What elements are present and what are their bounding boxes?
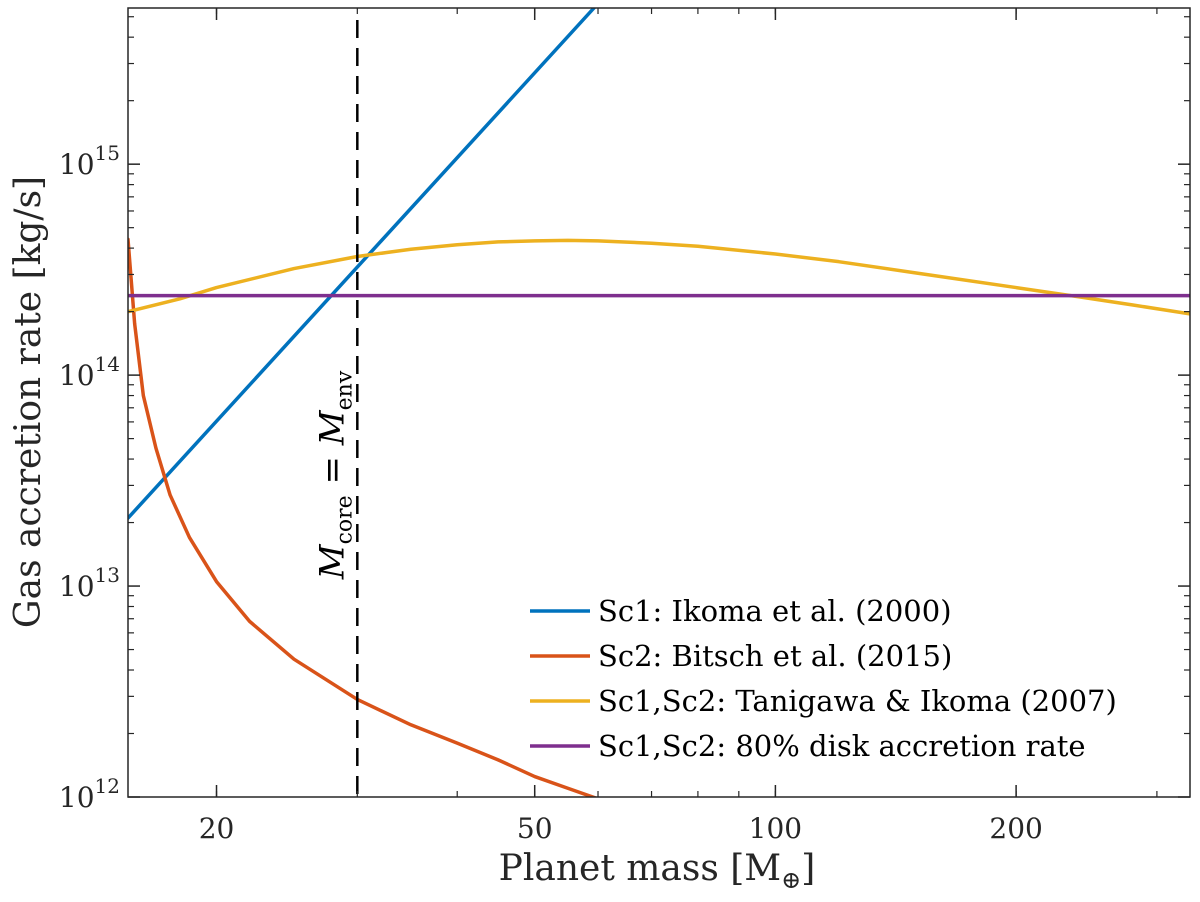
y-axis-label: Gas accretion rate [kg/s] [8, 176, 49, 628]
x-tick-label: 100 [749, 812, 802, 845]
legend-entry-1: Sc1: Ikoma et al. (2000) [530, 594, 952, 628]
series-line-3 [128, 238, 1190, 316]
axes-frame [127, 7, 1191, 798]
vertical-reference-line: Mcore = Menv [312, 20, 359, 797]
legend-label: Sc1,Sc2: Tanigawa & Ikoma (2007) [598, 684, 1117, 718]
x-tick-label: 20 [199, 812, 235, 845]
legend-label: Sc1,Sc2: 80% disk accretion rate [598, 729, 1086, 763]
x-axis-label: Planet mass [M⊕] [499, 848, 816, 894]
legend-label: Sc1: Ikoma et al. (2000) [598, 594, 952, 628]
legend-entry-3: Sc1,Sc2: Tanigawa & Ikoma (2007) [530, 684, 1117, 718]
plot-frame [127, 7, 1191, 798]
x-tick-label: 50 [517, 812, 553, 845]
y-axis-ticks: 1012 1013 1014 1015 [59, 16, 1190, 814]
y-tick-label: 1012 [59, 774, 120, 814]
x-tick-label: 200 [989, 812, 1042, 845]
legend-entry-2: Sc2: Bitsch et al. (2015) [530, 639, 952, 673]
legend-entry-4: Sc1,Sc2: 80% disk accretion rate [530, 729, 1086, 763]
series-layer [128, 8, 1190, 797]
x-axis-ticks: 20 50 100 200 [199, 8, 1158, 845]
plot-area [128, 8, 1190, 797]
y-tick-label: 1014 [59, 352, 120, 392]
legend-label: Sc2: Bitsch et al. (2015) [598, 639, 952, 673]
vline-label: Mcore = Menv [312, 370, 357, 580]
y-tick-label: 1013 [59, 563, 120, 603]
series-line-1 [128, 8, 596, 520]
plot-background [128, 8, 1190, 797]
series-line-2 [128, 237, 599, 797]
legend: Sc1: Ikoma et al. (2000) Sc2: Bitsch et a… [530, 594, 1117, 763]
y-tick-label: 1015 [59, 141, 120, 181]
